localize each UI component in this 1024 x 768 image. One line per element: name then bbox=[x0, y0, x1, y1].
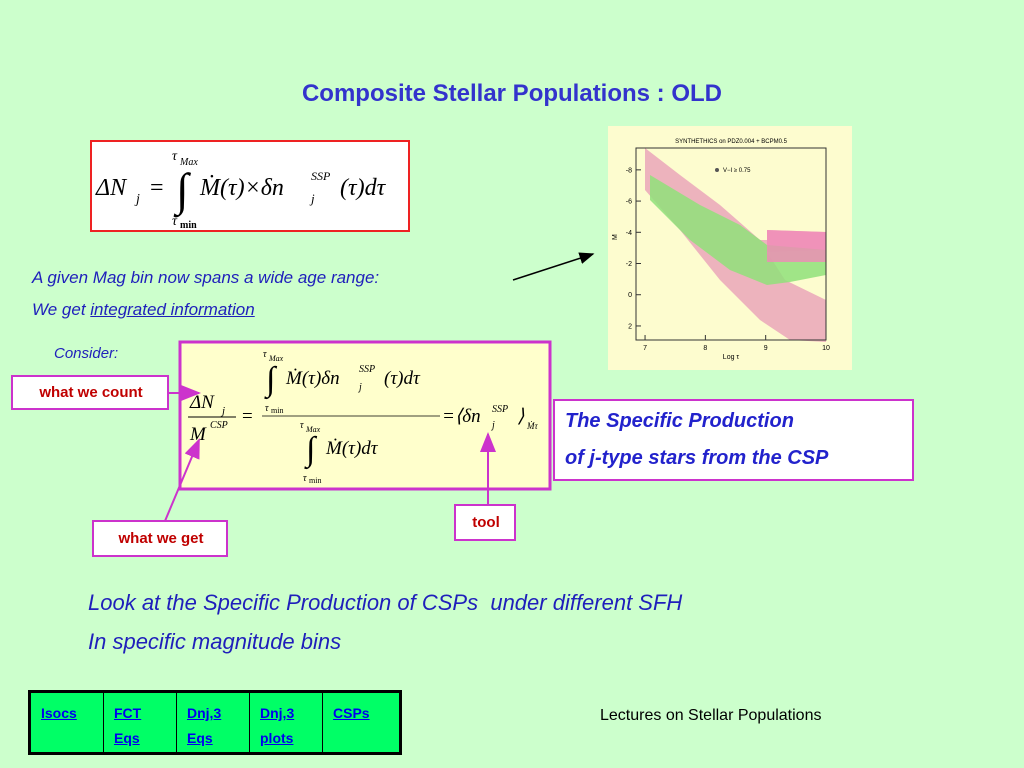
y-tick-label: -8 bbox=[626, 167, 632, 174]
eq-term: Ṁ(τ)dτ bbox=[325, 438, 379, 459]
eq-term: ⟩ bbox=[517, 406, 525, 427]
figure: 7 8 9 10 -8 -6 -4 -2 0 2 SYNTHETHICS on PDZ0.004 +… bbox=[608, 126, 852, 370]
eq-sup: SSP bbox=[311, 169, 331, 183]
eq-limit: τ bbox=[172, 214, 178, 229]
footer: Lectures on Stellar Populations bbox=[600, 707, 822, 724]
eq-limit: τ bbox=[172, 149, 178, 164]
x-label: Log τ bbox=[723, 354, 740, 361]
equation-1: ΔN j = ∫ τ Max τ min Ṁ(τ)×δn SSP j (τ)dτ bbox=[95, 149, 387, 231]
eq-sub: Ṁτ bbox=[526, 421, 538, 431]
label: tool bbox=[472, 514, 500, 531]
eq-limit: min bbox=[180, 220, 197, 231]
eq-limit: Max bbox=[305, 425, 321, 434]
text-line: A given Mag bin now spans a wide age ran… bbox=[32, 268, 380, 287]
plot-frame bbox=[635, 147, 827, 341]
x-tick-label: 9 bbox=[764, 345, 768, 352]
text-line: Consider: bbox=[54, 345, 119, 362]
y-label: M bbox=[612, 234, 619, 240]
x-tick-label: 7 bbox=[643, 345, 647, 352]
eq-op: = bbox=[150, 175, 164, 201]
eq-term: Ṁ(τ)δn bbox=[285, 368, 340, 389]
nav-link[interactable]: Isocs bbox=[41, 705, 77, 721]
nav-link[interactable]: Eqs bbox=[187, 730, 213, 746]
label: what we get bbox=[118, 530, 204, 547]
text-line: In specific magnitude bins bbox=[88, 629, 342, 654]
figure-title: SYNTHETHICS on PDZ0.004 + BCPM0.5 bbox=[675, 139, 788, 145]
text-line: Look at the Specific Production of CSPs … bbox=[88, 590, 683, 615]
eq-term: =⟨δn bbox=[442, 406, 481, 427]
eq-sub: j bbox=[134, 192, 140, 207]
title: Composite Stellar Populations : OLD bbox=[301, 80, 723, 107]
legend: V−I ≥ 0.75 bbox=[723, 168, 751, 174]
nav-cell: Isocs bbox=[31, 693, 104, 752]
eq-limit: τ bbox=[263, 349, 267, 360]
eq-limit: τ bbox=[300, 420, 304, 431]
label-box bbox=[454, 504, 516, 541]
eq-sub: j bbox=[357, 382, 362, 393]
x-tick-label: 8 bbox=[703, 345, 707, 352]
eq-sup: SSP bbox=[492, 404, 508, 415]
eq-term: Ṁ(τ)×δn bbox=[199, 175, 284, 201]
eq-limit: Max bbox=[268, 354, 284, 363]
y-tick-label: -4 bbox=[626, 230, 632, 237]
eq-integral: ∫ bbox=[264, 361, 278, 400]
eq-limit: τ bbox=[265, 403, 269, 414]
eq-limit: τ bbox=[303, 473, 307, 484]
nav-cell: Dnj,3 Eqs bbox=[177, 693, 250, 752]
nav-cell: FCT Eqs bbox=[104, 693, 177, 752]
eq-sup: SSP bbox=[359, 364, 375, 375]
text-line: The Specific Production bbox=[565, 410, 794, 432]
y-tick-label: 2 bbox=[628, 323, 632, 330]
nav-link[interactable]: FCT bbox=[114, 705, 142, 721]
eq-op: = bbox=[242, 406, 253, 427]
y-tick-label: -6 bbox=[626, 199, 632, 206]
eq-term: (τ)dτ bbox=[340, 175, 387, 201]
arrow bbox=[512, 252, 595, 281]
eq-term: ΔN bbox=[189, 392, 215, 413]
eq-sub: j bbox=[309, 191, 315, 206]
nav-cell: CSPs bbox=[323, 693, 396, 752]
eq-sub: j bbox=[220, 405, 225, 417]
arrow bbox=[164, 438, 200, 522]
eq-limit: min bbox=[271, 406, 283, 415]
y-tick-label: 0 bbox=[628, 292, 632, 299]
nav-link[interactable]: plots bbox=[260, 730, 294, 746]
label-box bbox=[92, 520, 228, 557]
legend-marker bbox=[715, 168, 719, 172]
label: what we count bbox=[39, 384, 143, 401]
eq-term: (τ)dτ bbox=[384, 368, 421, 389]
equation-2: ΔN j M CSP = ∫ τ Max τ min Ṁ(τ)δn SSP j … bbox=[188, 349, 538, 485]
eq-limit: min bbox=[309, 476, 321, 485]
label-box bbox=[553, 399, 914, 481]
nav-cell: Dnj,3 plots bbox=[250, 693, 323, 752]
eq-sup: CSP bbox=[210, 420, 228, 431]
text-line: We get integrated information bbox=[32, 300, 255, 320]
nav-link[interactable]: CSPs bbox=[333, 705, 370, 721]
nav-table: Isocs FCT Eqs Dnj,3 Eqs Dnj,3 plots CSPs bbox=[28, 690, 402, 755]
nav-link[interactable]: Dnj,3 bbox=[260, 705, 295, 721]
y-tick-label: -2 bbox=[626, 261, 632, 268]
eq-term: ΔN bbox=[95, 175, 128, 201]
eq-sub: j bbox=[490, 420, 495, 431]
equation-box bbox=[90, 140, 410, 232]
eq-integral: ∫ bbox=[304, 431, 318, 470]
text-underlined: integrated information bbox=[90, 300, 255, 319]
text-line: of j-type stars from the CSP bbox=[565, 447, 829, 469]
nav-link[interactable]: Dnj,3 bbox=[187, 705, 222, 721]
band bbox=[767, 230, 826, 262]
text: We get bbox=[32, 300, 91, 319]
eq-limit: Max bbox=[179, 157, 198, 168]
eq-integral: ∫ bbox=[173, 164, 191, 218]
x-tick-label: 10 bbox=[822, 345, 830, 352]
nav-link[interactable]: Eqs bbox=[114, 730, 140, 746]
